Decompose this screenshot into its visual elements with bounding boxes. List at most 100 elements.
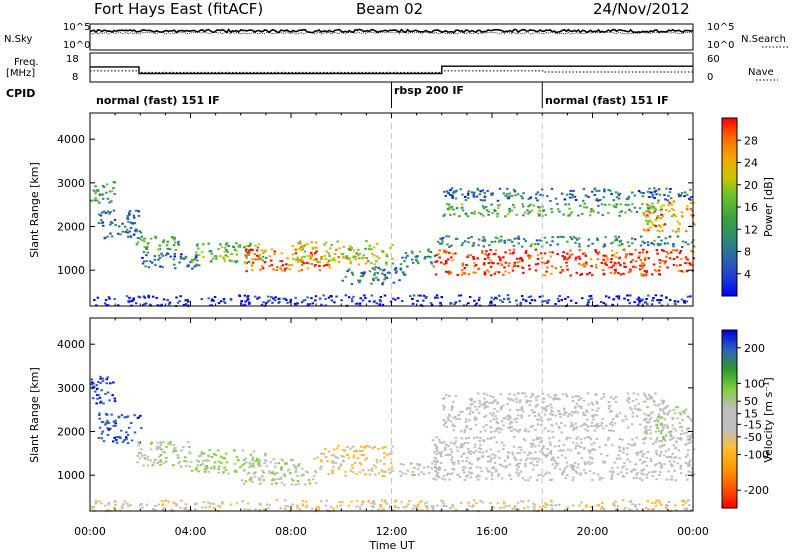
power-cell: [571, 211, 574, 214]
power-cell: [186, 304, 189, 307]
power-cell: [643, 214, 646, 217]
power-cell: [629, 270, 632, 273]
power-cell: [310, 297, 313, 300]
time-tick-labels: 00:00 04:00 08:00 12:00 16:00 20:00 00:00: [74, 525, 709, 538]
power-cell: [658, 224, 661, 227]
velocity-cell: [560, 413, 563, 416]
velocity-cell: [449, 454, 452, 456]
power-cell: [627, 244, 631, 247]
velocity-cell: [254, 475, 257, 478]
power-cell: [669, 197, 673, 200]
velocity-cell: [669, 478, 673, 481]
velocity-cell: [332, 466, 335, 468]
power-cell: [477, 238, 481, 241]
power-cell: [348, 268, 351, 271]
velocity-cell: [646, 406, 649, 409]
power-cell: [219, 243, 222, 246]
velocity-cell: [642, 452, 646, 455]
velocity-cell: [492, 506, 495, 509]
velocity-cell: [557, 410, 561, 413]
power-cell: [248, 249, 251, 252]
velocity-cell: [100, 421, 104, 424]
power-cell: [429, 255, 432, 258]
power-cell: [623, 262, 626, 265]
power-cell: [494, 210, 497, 212]
velocity-cell: [195, 502, 198, 505]
velocity-cell: [598, 476, 602, 479]
power-cell: [493, 272, 496, 275]
velocity-cell: [149, 448, 153, 451]
power-cell: [454, 301, 458, 304]
power-cell: [253, 253, 257, 256]
velocity-cell: [645, 456, 649, 459]
power-cell: [672, 200, 676, 203]
power-cell: [158, 256, 162, 259]
power-cell: [551, 251, 554, 254]
power-cell: [423, 257, 426, 260]
velocity-cell: [259, 464, 262, 467]
velocity-cell: [643, 426, 647, 429]
power-band: [97, 209, 143, 240]
power-cell: [489, 248, 492, 251]
velocity-cell: [294, 469, 298, 472]
velocity-cell: [529, 476, 532, 479]
velocity-cell: [618, 438, 622, 440]
power-cell: [596, 238, 599, 241]
velocity-band: [190, 449, 267, 475]
power-cell: [312, 259, 316, 261]
power-cell: [474, 271, 478, 274]
power-cell: [646, 190, 650, 193]
velocity-cell: [684, 409, 687, 412]
power-cell: [177, 243, 180, 246]
power-cell: [487, 270, 491, 273]
power-cell: [314, 264, 317, 266]
power-cell: [435, 254, 438, 257]
velocity-cell: [598, 478, 602, 481]
power-cell: [186, 265, 189, 268]
velocity-cell: [122, 439, 126, 442]
velocity-cell: [558, 439, 561, 442]
velocity-cell: [170, 508, 174, 511]
power-cell: [326, 261, 329, 264]
power-cell: [612, 253, 616, 256]
velocity-cell: [420, 500, 423, 503]
velocity-cell: [267, 507, 270, 510]
power-cell: [660, 248, 664, 251]
velocity-cell: [352, 456, 355, 459]
velocity-cell: [217, 465, 221, 468]
power-cell: [360, 271, 363, 274]
velocity-cell: [296, 475, 299, 478]
velocity-cell: [674, 406, 678, 409]
velocity-cell: [577, 395, 581, 398]
power-cell: [147, 266, 151, 269]
velocity-cell: [417, 464, 421, 467]
power-cell: [655, 193, 658, 196]
power-cell: [669, 299, 672, 301]
velocity-cell: [426, 509, 429, 512]
velocity-cell: [301, 467, 304, 470]
velocity-cell: [483, 407, 486, 410]
power-cell: [653, 210, 657, 213]
velocity-cell: [106, 509, 110, 512]
power-cell: [528, 302, 532, 305]
velocity-cell: [648, 421, 651, 424]
power-cell: [617, 295, 621, 298]
power-cell: [644, 301, 648, 304]
power-cell: [582, 265, 586, 268]
power-cell: [434, 273, 438, 276]
power-cell: [630, 237, 634, 240]
velocity-cell: [571, 479, 575, 482]
velocity-cell: [151, 508, 155, 511]
power-cell: [634, 238, 637, 241]
power-cell: [529, 196, 533, 199]
power-cell: [492, 262, 495, 265]
velocity-cell: [435, 436, 438, 439]
velocity-cell: [525, 399, 528, 402]
velocity-cell: [312, 475, 316, 478]
velocity-cell: [330, 454, 334, 457]
power-cell: [198, 254, 201, 256]
velocity-cell: [681, 504, 685, 506]
velocity-cell: [595, 414, 598, 417]
velocity-cell: [652, 399, 656, 402]
velocity-cell: [495, 429, 498, 432]
